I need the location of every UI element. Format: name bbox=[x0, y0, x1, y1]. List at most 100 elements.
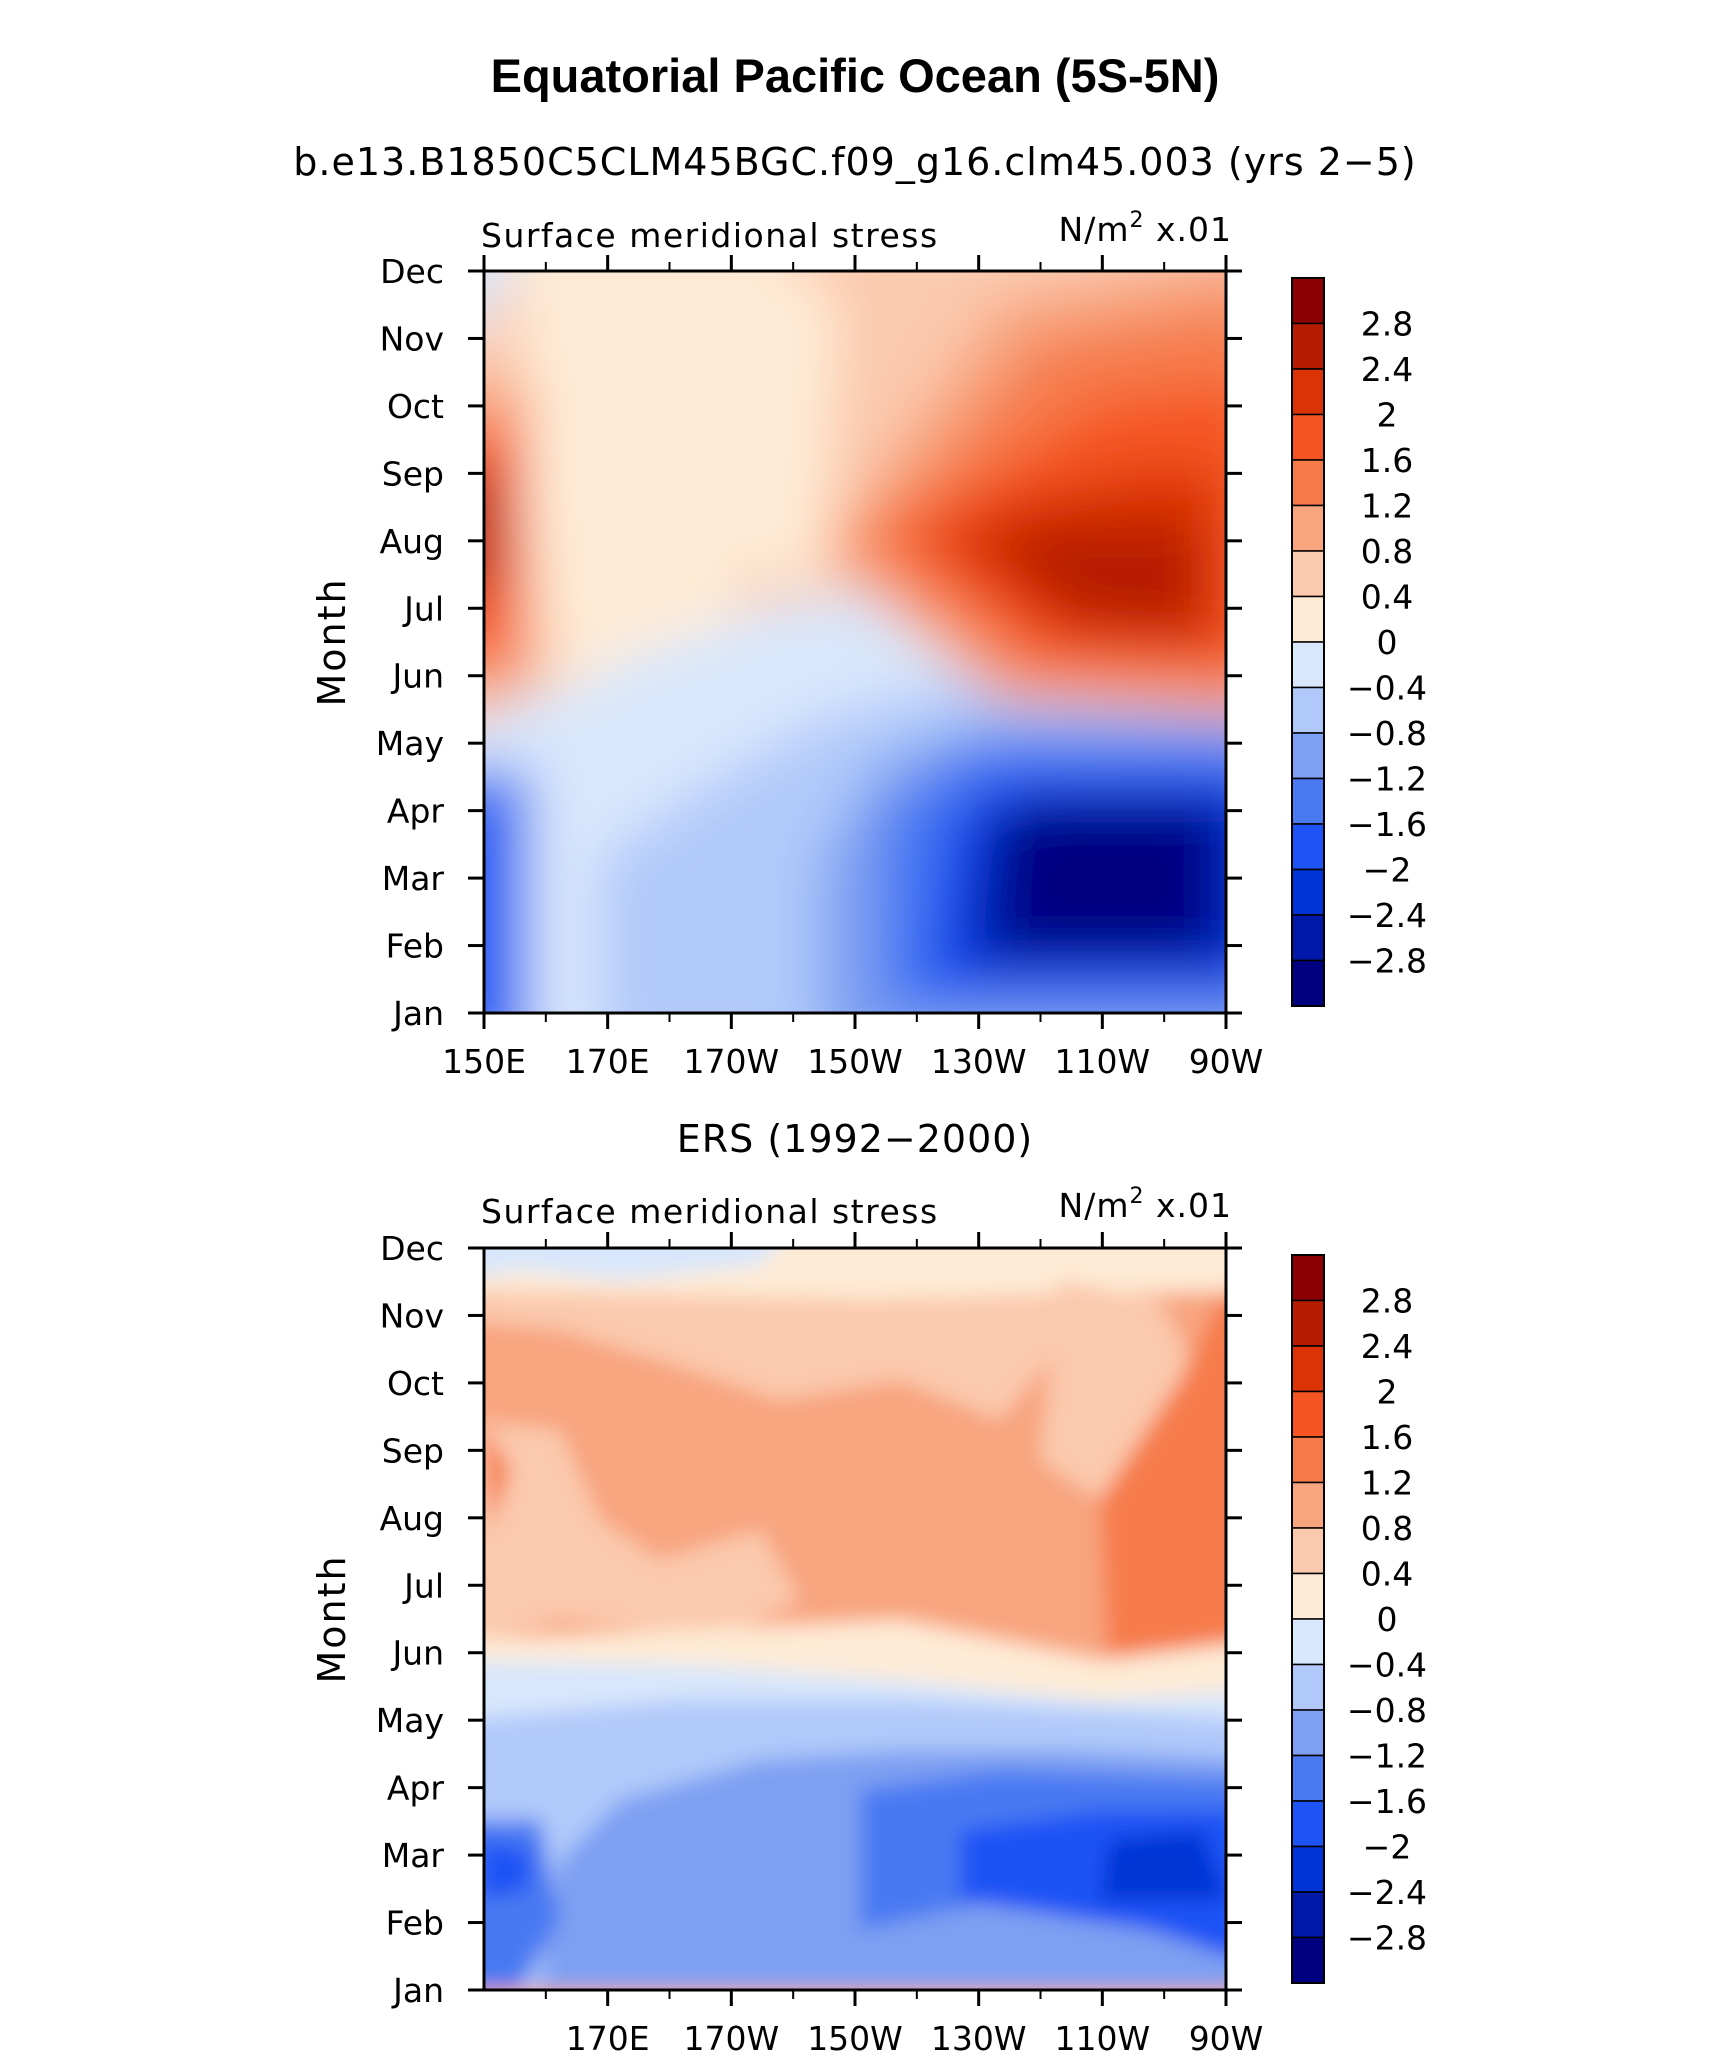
panel-1-field bbox=[484, 271, 1226, 1013]
colorbar-label: 2.4 bbox=[1361, 1327, 1413, 1366]
y-tick-label: Dec bbox=[380, 252, 444, 291]
panel-2-y-axis-label: Month bbox=[310, 1554, 354, 1683]
colorbar-label: 2 bbox=[1377, 396, 1398, 435]
colorbar-segment bbox=[1291, 686, 1325, 734]
y-tick-label: Jan bbox=[391, 1971, 444, 2010]
y-tick-label: May bbox=[376, 724, 444, 763]
colorbar-label: 2.8 bbox=[1361, 1282, 1413, 1321]
x-tick-label: 110W bbox=[1055, 1042, 1151, 1081]
y-tick-label: Mar bbox=[382, 1836, 445, 1875]
panel-2: Surface meridional stress N/m2 x.01 Mont… bbox=[310, 1184, 1427, 2058]
colorbar-label: −1.6 bbox=[1347, 805, 1427, 844]
colorbar-segment bbox=[1291, 368, 1325, 416]
x-tick-label: 170E bbox=[566, 2019, 650, 2058]
colorbar-segment bbox=[1291, 595, 1325, 643]
colorbar-segment bbox=[1291, 914, 1325, 962]
y-tick-label: Aug bbox=[380, 522, 444, 561]
colorbar-label: 0.8 bbox=[1361, 532, 1413, 571]
y-tick-label: Aug bbox=[380, 1499, 444, 1538]
colorbar-segment bbox=[1291, 413, 1325, 461]
y-tick-label: Apr bbox=[387, 1769, 445, 1808]
colorbar-label: −2.8 bbox=[1347, 942, 1427, 981]
colorbar-segment bbox=[1291, 1754, 1325, 1802]
y-tick-label: Nov bbox=[380, 319, 444, 358]
colorbar-frame bbox=[1291, 277, 1325, 1007]
panel-1-colorbar: 2.8 2.4 2 1.6 1.2 0.8 0.4 0 −0.4 −0.8 −1.2 −1.6 −2 −2… bbox=[1291, 277, 1427, 1007]
x-tick-label: 170W bbox=[684, 2019, 780, 2058]
y-tick-label: Oct bbox=[387, 1364, 444, 1403]
colorbar-segment bbox=[1291, 823, 1325, 871]
y-tick-label: Feb bbox=[386, 1904, 444, 1943]
colorbar-label: −0.4 bbox=[1347, 1646, 1427, 1685]
y-tick-label: Sep bbox=[382, 454, 444, 493]
panel-2-axes: 170E 170W 150W 130W 110W 90W Jan Feb Mar Apr May Ju… bbox=[376, 1229, 1264, 2058]
panel-2-title: ERS (1992−2000) bbox=[677, 1117, 1034, 1161]
colorbar-label: 2.8 bbox=[1361, 305, 1413, 344]
y-tick-label: Jun bbox=[390, 1634, 444, 1673]
colorbar-segment bbox=[1291, 1481, 1325, 1529]
x-tick-label: 150W bbox=[807, 2019, 903, 2058]
colorbar-label: 0 bbox=[1377, 623, 1398, 662]
x-tick-label: 150E bbox=[442, 1042, 526, 1081]
panel-2-field bbox=[484, 1248, 1226, 1990]
y-tick-label: Dec bbox=[380, 1229, 444, 1268]
colorbar-segment bbox=[1291, 868, 1325, 916]
panel-2-left-label: Surface meridional stress bbox=[481, 1192, 939, 1231]
colorbar-segment bbox=[1291, 1299, 1325, 1347]
y-tick-label: Jul bbox=[402, 589, 444, 628]
colorbar-segment bbox=[1291, 1345, 1325, 1393]
y-tick-label: Nov bbox=[380, 1296, 444, 1335]
colorbar-label: 0.8 bbox=[1361, 1509, 1413, 1548]
x-tick-label: 110W bbox=[1055, 2019, 1151, 2058]
colorbar-segment bbox=[1291, 1891, 1325, 1939]
x-tick-label: 170E bbox=[566, 1042, 650, 1081]
panel-1-axes: 150E 170E 170W 150W 130W 110W 90W Jan Feb Mar Apr M… bbox=[376, 252, 1264, 1081]
y-tick-label: Jun bbox=[390, 657, 444, 696]
colorbar-label: −2 bbox=[1363, 851, 1412, 890]
colorbar-segment bbox=[1291, 777, 1325, 825]
colorbar-segment bbox=[1291, 1663, 1325, 1711]
colorbar-segment bbox=[1291, 1936, 1325, 1984]
colorbar-segment bbox=[1291, 732, 1325, 780]
colorbar-label: 1.6 bbox=[1361, 1418, 1413, 1457]
colorbar-segment bbox=[1291, 1618, 1325, 1666]
panel-2-colorbar: 2.8 2.4 2 1.6 1.2 0.8 0.4 0 −0.4 −0.8 −1.2 −1.6 −2 −2… bbox=[1291, 1254, 1427, 1984]
colorbar-label: −2 bbox=[1363, 1828, 1412, 1867]
colorbar-label: 1.2 bbox=[1361, 1464, 1413, 1503]
colorbar-label: −0.8 bbox=[1347, 714, 1427, 753]
colorbar-segment bbox=[1291, 641, 1325, 689]
x-tick-label: 130W bbox=[931, 1042, 1027, 1081]
colorbar-segment bbox=[1291, 459, 1325, 507]
colorbar-segment bbox=[1291, 1709, 1325, 1757]
y-tick-label: Feb bbox=[386, 927, 444, 966]
colorbar-segment bbox=[1291, 959, 1325, 1007]
colorbar-segment bbox=[1291, 277, 1325, 325]
panel-1-y-axis-label: Month bbox=[310, 577, 354, 706]
colorbar-label: 0 bbox=[1377, 1600, 1398, 1639]
x-tick-label: 90W bbox=[1189, 2019, 1264, 2058]
colorbar-segment bbox=[1291, 550, 1325, 598]
x-tick-label: 150W bbox=[807, 1042, 903, 1081]
colorbar-segment bbox=[1291, 1254, 1325, 1302]
colorbar-label: 0.4 bbox=[1361, 578, 1413, 617]
colorbar-label: 2.4 bbox=[1361, 350, 1413, 389]
colorbar-label: −1.2 bbox=[1347, 1737, 1427, 1776]
colorbar-label: 1.2 bbox=[1361, 487, 1413, 526]
panel-1: b.e13.B1850C5CLM45BGC.f09_g16.clm45.003 … bbox=[293, 140, 1427, 1081]
y-tick-label: Jul bbox=[402, 1566, 444, 1605]
y-tick-label: Apr bbox=[387, 792, 445, 831]
panel-1-left-label: Surface meridional stress bbox=[481, 216, 939, 255]
figure-title: Equatorial Pacific Ocean (5S-5N) bbox=[491, 49, 1220, 102]
colorbar-segment bbox=[1291, 1390, 1325, 1438]
x-tick-label: 130W bbox=[931, 2019, 1027, 2058]
colorbar-label: 2 bbox=[1377, 1373, 1398, 1412]
x-tick-label: 170W bbox=[684, 1042, 780, 1081]
colorbar-label: −0.8 bbox=[1347, 1691, 1427, 1730]
colorbar-label: 1.6 bbox=[1361, 441, 1413, 480]
colorbar-segment bbox=[1291, 1845, 1325, 1893]
y-tick-label: Mar bbox=[382, 859, 445, 898]
colorbar-segment bbox=[1291, 504, 1325, 552]
x-tick-label: 90W bbox=[1189, 1042, 1264, 1081]
colorbar-label: 0.4 bbox=[1361, 1555, 1413, 1594]
colorbar-segment bbox=[1291, 1436, 1325, 1484]
